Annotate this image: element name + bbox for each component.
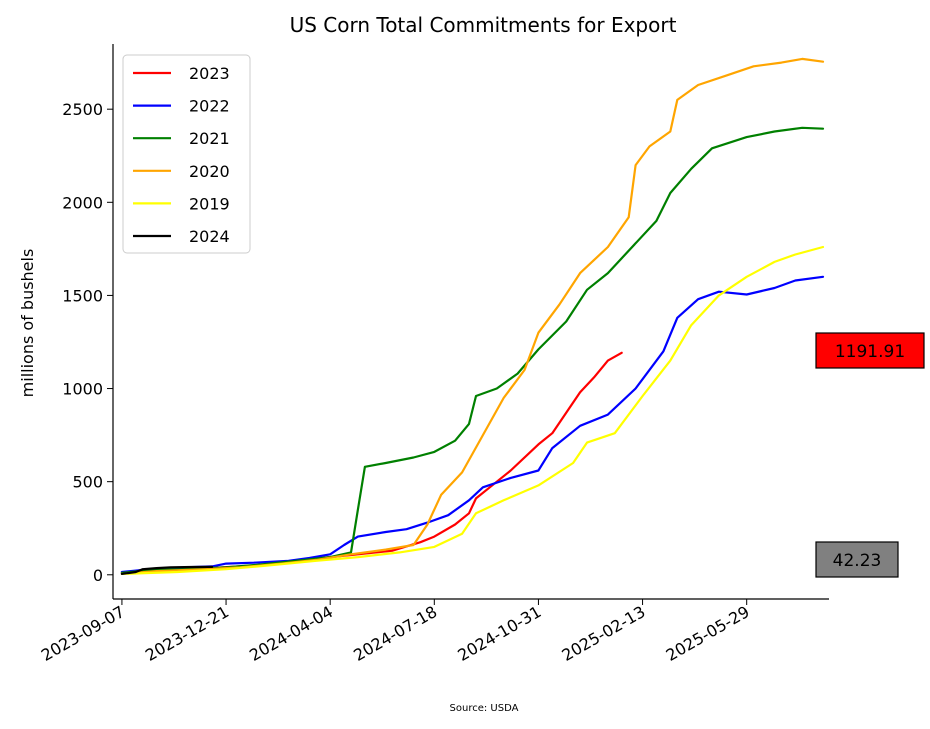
y-axis-label: millions of bushels bbox=[18, 249, 37, 398]
value-boxes: 1191.91 42.23 bbox=[815, 332, 925, 578]
series-line-2024 bbox=[120, 565, 214, 575]
y-tick-label: 2000 bbox=[62, 193, 103, 212]
source-note: Source: USDA bbox=[450, 703, 519, 714]
legend-label-2020: 2020 bbox=[189, 162, 230, 181]
y-tick-label: 2500 bbox=[62, 100, 103, 119]
y-tick-label: 500 bbox=[72, 473, 103, 492]
x-tick-label: 2025-02-13 bbox=[559, 602, 649, 665]
value-box-0 bbox=[815, 332, 925, 369]
legend: 2023 2022 2021 2020 2019 2024 bbox=[122, 54, 251, 254]
series-line-2021 bbox=[120, 126, 825, 574]
y-tick-label: 1000 bbox=[62, 380, 103, 399]
series-line-2022 bbox=[120, 275, 825, 574]
value-box-1 bbox=[815, 541, 899, 578]
legend-label-2023: 2023 bbox=[189, 64, 230, 83]
x-tick-label: 2024-04-04 bbox=[246, 602, 336, 665]
value-box-label-1: 42.23 bbox=[833, 551, 882, 571]
x-tick-label: 2025-05-29 bbox=[663, 602, 753, 665]
x-tick-label: 2024-10-31 bbox=[454, 602, 544, 665]
legend-label-2019: 2019 bbox=[189, 194, 230, 213]
y-tick-label: 1500 bbox=[62, 286, 103, 305]
value-box-label-0: 1191.91 bbox=[835, 342, 905, 362]
series-line-2019 bbox=[120, 245, 825, 575]
legend-box bbox=[122, 54, 251, 254]
legend-label-2022: 2022 bbox=[189, 97, 230, 116]
x-tick-label: 2024-07-18 bbox=[350, 602, 440, 665]
legend-label-2024: 2024 bbox=[189, 227, 230, 246]
plot-lines bbox=[120, 57, 825, 575]
series-line-2023 bbox=[120, 351, 623, 574]
legend-label-2021: 2021 bbox=[189, 129, 230, 148]
x-tick-label: 2023-12-21 bbox=[142, 602, 232, 665]
y-tick-label: 0 bbox=[93, 566, 103, 585]
chart-title: US Corn Total Commitments for Export bbox=[290, 13, 677, 37]
x-tick-label: 2023-09-07 bbox=[38, 602, 128, 665]
